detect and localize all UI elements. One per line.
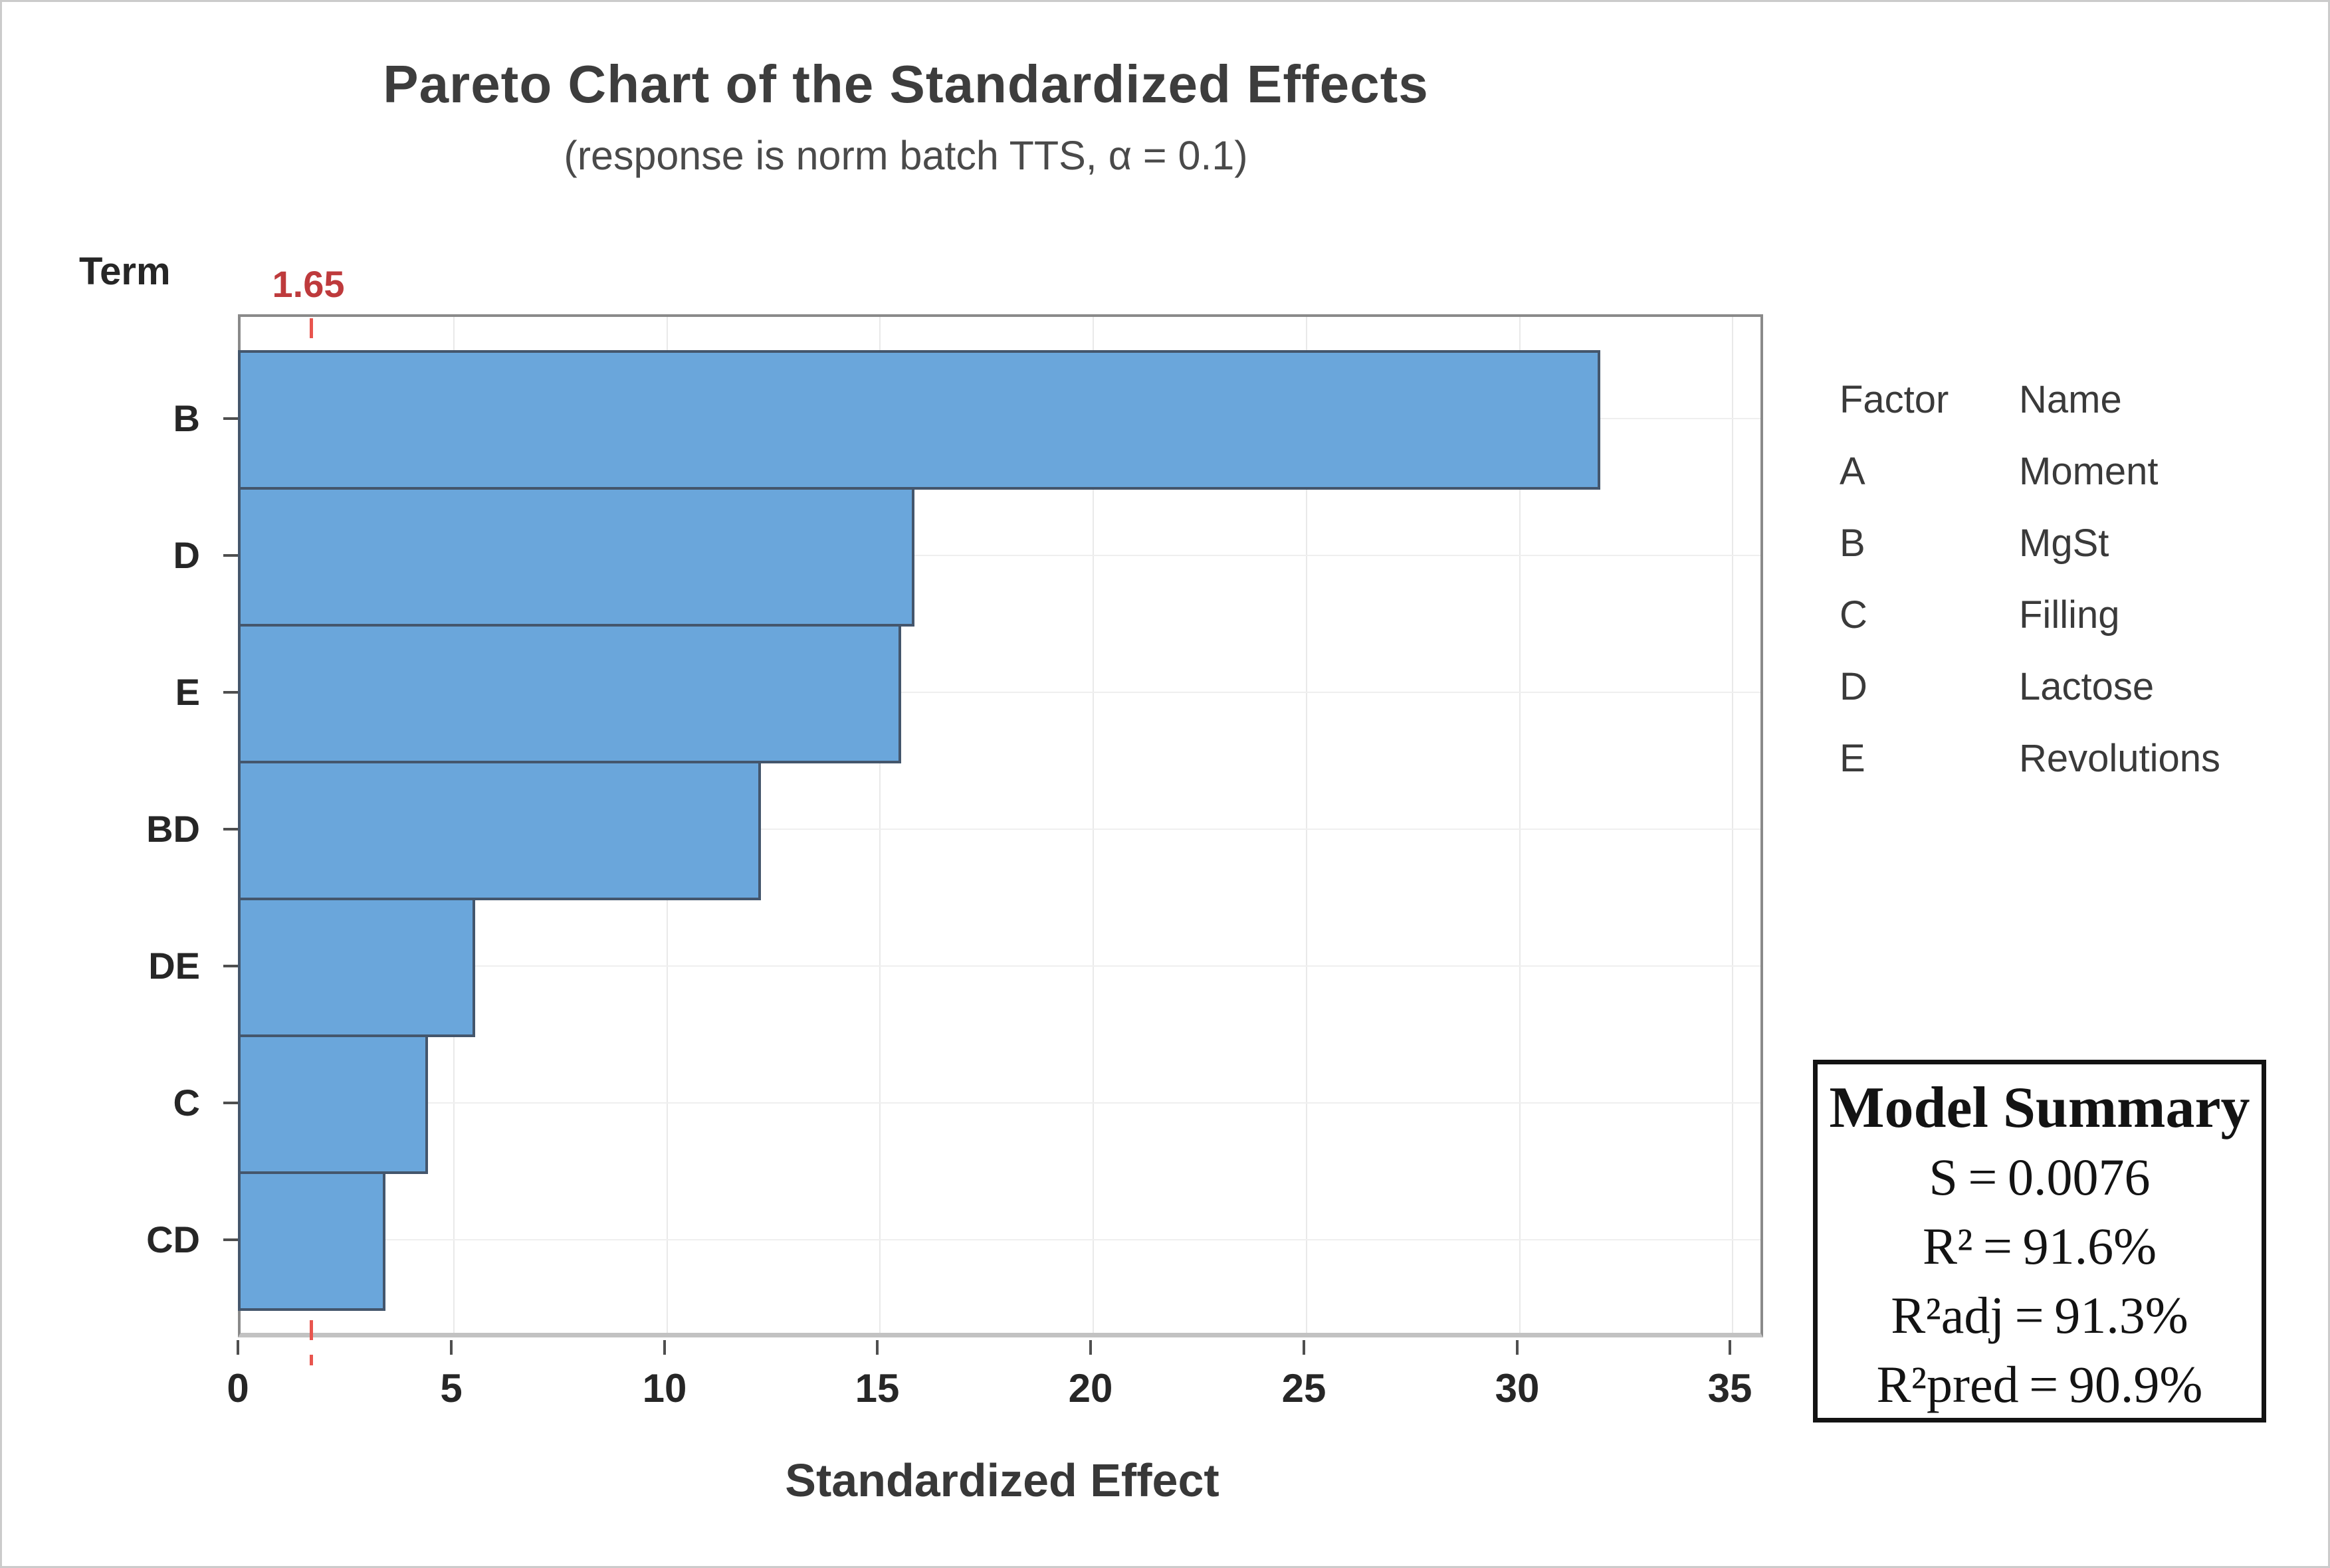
- y-tick-label-BD: BD: [146, 808, 200, 850]
- bar-C: [238, 1034, 428, 1174]
- y-gridline: [241, 555, 1760, 556]
- legend-factor-name: Filling: [2019, 593, 2120, 637]
- x-gridline: [879, 317, 881, 1333]
- x-gridline: [1306, 317, 1307, 1333]
- y-gridline: [241, 1239, 1760, 1240]
- legend-header-factor: Factor: [1840, 378, 1949, 421]
- bar-DE: [238, 898, 475, 1037]
- x-tick: [1303, 1340, 1305, 1355]
- chart-title: Pareto Chart of the Standardized Effects: [383, 54, 1429, 114]
- bar-BD: [238, 761, 761, 900]
- x-gridline: [1093, 317, 1094, 1333]
- legend-header-name: Name: [2019, 378, 2122, 421]
- y-tick-label-DE: DE: [148, 945, 200, 987]
- legend-factor-name: MgSt: [2019, 522, 2109, 565]
- y-tick: [223, 691, 238, 694]
- legend-header-row: Factor Name: [1840, 364, 2220, 436]
- y-tick-label-CD: CD: [146, 1219, 200, 1260]
- y-tick-label-E: E: [175, 671, 200, 713]
- model-summary-r2adj: R²adj = 91.3%: [1891, 1286, 2188, 1344]
- bar-B: [238, 350, 1600, 490]
- legend-factor-letter: B: [1840, 522, 1865, 565]
- x-tick-label: 35: [1707, 1366, 1752, 1411]
- bar-E: [238, 624, 901, 763]
- x-tick-label: 20: [1068, 1366, 1113, 1411]
- x-tick: [450, 1340, 453, 1355]
- y-tick: [223, 1102, 238, 1104]
- y-tick: [223, 554, 238, 557]
- y-tick-label-B: B: [173, 397, 200, 439]
- x-tick-label: 15: [855, 1366, 900, 1411]
- x-gridline: [1732, 317, 1733, 1333]
- legend-factor-letter: C: [1840, 593, 1867, 637]
- y-gridline: [241, 1102, 1760, 1104]
- y-tick: [223, 828, 238, 831]
- y-gridline: [241, 692, 1760, 693]
- model-summary-box: Model Summary S = 0.0076 R² = 91.6% R²ad…: [1813, 1060, 2266, 1422]
- factor-name-legend: Factor Name A Moment B MgSt C Filling D Lactose…: [1840, 364, 2220, 795]
- x-tick: [876, 1340, 879, 1355]
- chart-subtitle: (response is norm batch TTS, α = 0.1): [564, 133, 1248, 178]
- model-summary-r2pred: R²pred = 90.9%: [1876, 1355, 2203, 1413]
- y-tick: [223, 417, 238, 420]
- x-tick-label: 10: [642, 1366, 687, 1411]
- y-tick-label-D: D: [173, 534, 200, 576]
- legend-factor-letter: E: [1840, 737, 1865, 780]
- x-tick-label: 5: [440, 1366, 463, 1411]
- x-tick: [1729, 1340, 1731, 1355]
- legend-factor-name: Revolutions: [2019, 737, 2221, 780]
- y-tick: [223, 1238, 238, 1241]
- y-gridline: [241, 829, 1760, 830]
- legend-factor-name: Lactose: [2019, 665, 2155, 708]
- x-axis-title: Standardized Effect: [785, 1454, 1219, 1506]
- legend-row-A: A Moment: [1840, 436, 2220, 508]
- legend-factor-name: Moment: [2019, 450, 2159, 493]
- legend-row-D: D Lactose: [1840, 651, 2220, 723]
- plot-area: [238, 314, 1763, 1365]
- legend-row-C: C Filling: [1840, 579, 2220, 651]
- bar-CD: [238, 1171, 385, 1311]
- bar-D: [238, 487, 914, 627]
- legend-factor-letter: A: [1840, 450, 1865, 493]
- x-tick-label: 30: [1495, 1366, 1540, 1411]
- legend-factor-letter: D: [1840, 665, 1867, 708]
- legend-row-B: B MgSt: [1840, 508, 2220, 579]
- y-tick: [223, 965, 238, 967]
- y-axis-title: Term: [79, 250, 171, 293]
- model-summary-r2: R² = 91.6%: [1922, 1217, 2157, 1275]
- reference-line-label: 1.65: [272, 263, 345, 305]
- y-tick-label-C: C: [173, 1082, 200, 1124]
- x-tick: [1089, 1340, 1092, 1355]
- x-tick-label: 0: [227, 1366, 249, 1411]
- x-tick: [1516, 1340, 1519, 1355]
- x-tick-label: 25: [1281, 1366, 1326, 1411]
- y-gridline: [241, 965, 1760, 967]
- model-summary-s: S = 0.0076: [1929, 1148, 2151, 1206]
- model-summary-title: Model Summary: [1829, 1076, 2250, 1140]
- x-tick: [663, 1340, 666, 1355]
- x-gridline: [1519, 317, 1521, 1333]
- x-tick: [237, 1340, 239, 1355]
- legend-row-E: E Revolutions: [1840, 723, 2220, 795]
